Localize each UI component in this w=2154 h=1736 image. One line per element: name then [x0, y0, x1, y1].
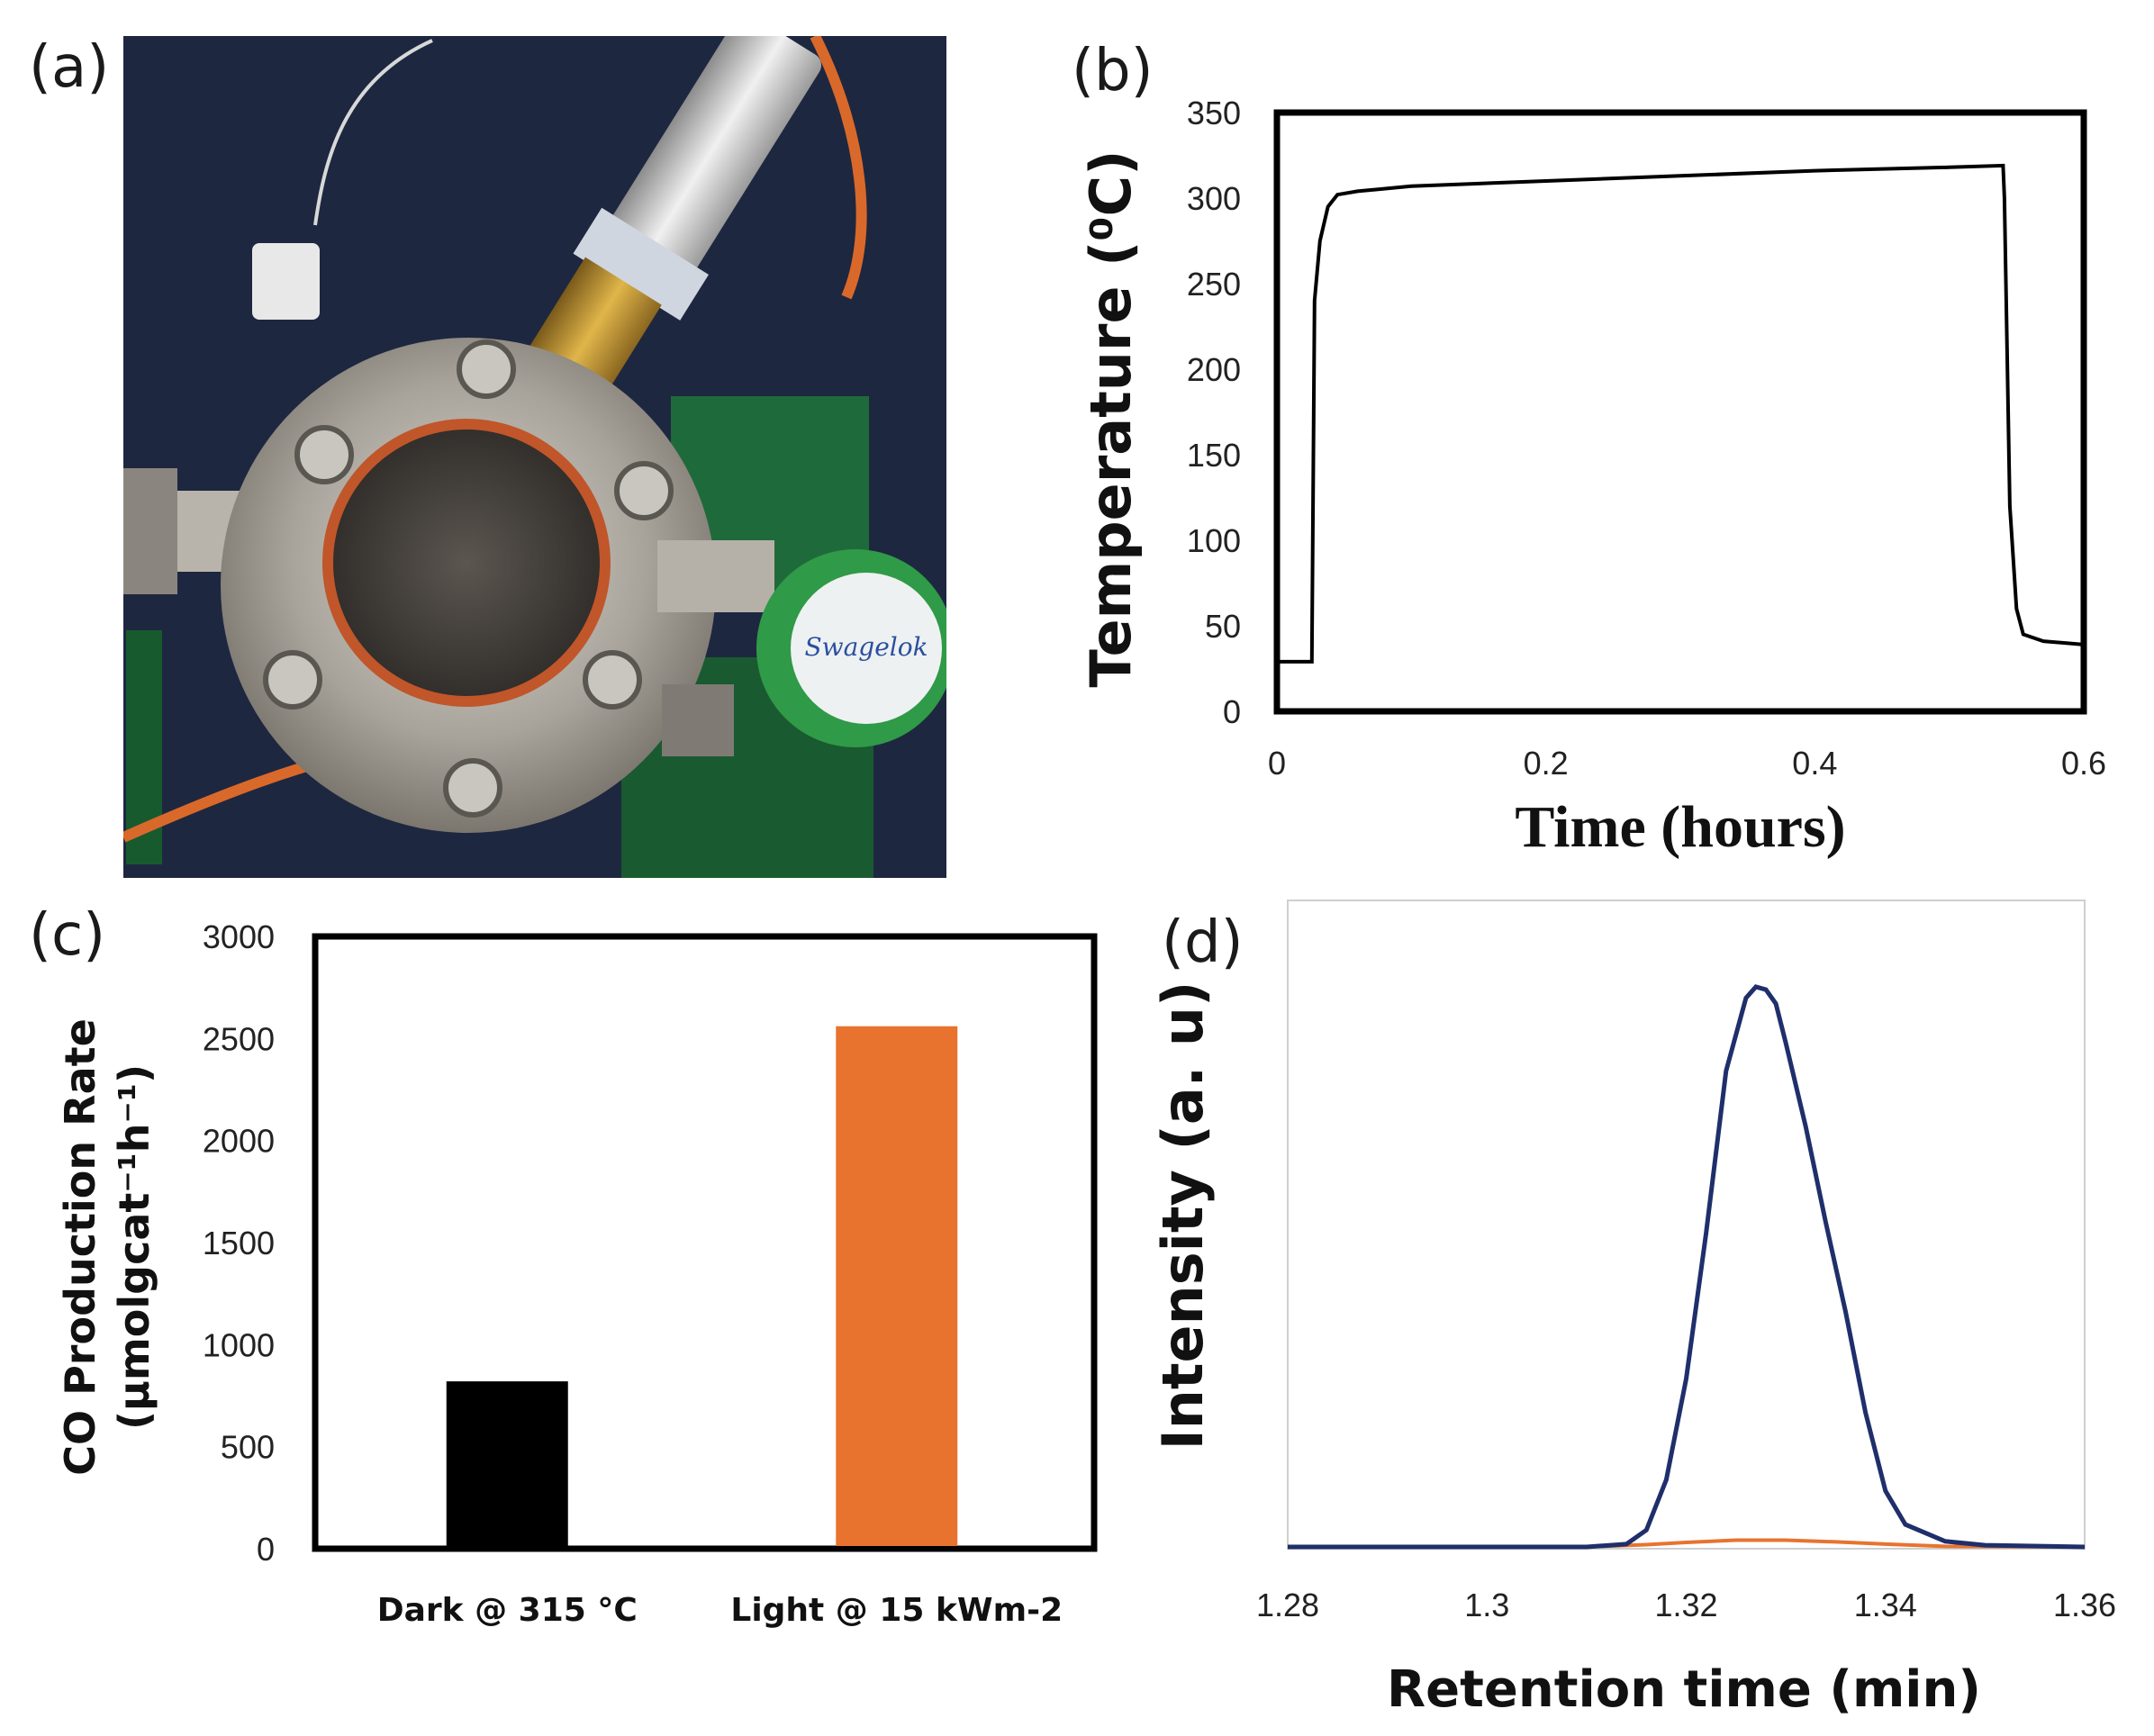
x-tick-label-b: 0.6	[2061, 745, 2106, 782]
panel-c-label: (c)	[29, 902, 105, 969]
flange-bolts	[263, 339, 674, 818]
y-tick-label-c: 3000	[203, 918, 275, 955]
y-tick-label-b: 50	[1205, 608, 1241, 645]
plot-area-c	[312, 933, 1098, 1552]
y-axis-label-d: Intensity (a. u)	[1150, 981, 1216, 1451]
pressure-transducer	[573, 36, 822, 321]
valve-brand: Swagelok	[804, 632, 928, 662]
y-axis-label-c-line2: (µmolgcat⁻¹h⁻¹)	[110, 1064, 158, 1430]
orange-cable-top	[810, 36, 867, 300]
x-tick-label-d: 1.34	[1854, 1587, 1917, 1623]
y-tick-label-b: 350	[1187, 95, 1241, 131]
panel-b: (b) 0 50 100 150 200 250 300 350 0 0.2 0.4 0.6 Tem…	[1072, 38, 2106, 860]
categories-c: Dark @ 315 °C Light @ 15 kWm-2	[377, 1592, 1063, 1629]
light-series-line	[1288, 984, 2086, 1550]
y-tick-label-c: 1000	[203, 1326, 275, 1363]
y-tick-label-b: 250	[1187, 266, 1241, 303]
panel-a-label: (a)	[29, 34, 109, 101]
bar-light	[836, 1026, 958, 1546]
bracket-bolt	[662, 684, 734, 756]
panel-d-label: (d)	[1162, 909, 1244, 976]
y-tick-label-b: 200	[1187, 351, 1241, 388]
y-tick-label-c: 500	[221, 1429, 275, 1466]
x-ticks-b: 0 0.2 0.4 0.6	[1268, 745, 2106, 782]
right-fitting	[657, 540, 774, 612]
x-tick-label-d: 1.3	[1464, 1587, 1509, 1623]
panel-a: (a)	[29, 34, 946, 878]
reactor-photo: Swagelok	[123, 36, 946, 878]
panel-c: (c) 0 500 1000 1500 2000 2500 3000 Dark @ 315 …	[29, 902, 1098, 1629]
white-fitting	[252, 243, 320, 320]
panel-d: (d) 1.28 1.3 1.32 1.34 1.36 Intensity (a. u)…	[1150, 900, 2116, 1719]
category-label: Light @ 15 kWm-2	[730, 1592, 1063, 1629]
y-tick-label-b: 0	[1223, 693, 1241, 730]
y-tick-label-b: 100	[1187, 522, 1241, 559]
x-tick-label-d: 1.28	[1256, 1587, 1319, 1623]
x-ticks-d: 1.28 1.3 1.32 1.34 1.36	[1256, 1587, 2116, 1623]
bar-dark	[446, 1381, 568, 1546]
x-tick-label-b: 0	[1268, 745, 1286, 782]
x-axis-label-d: Retention time (min)	[1387, 1660, 1981, 1719]
panel-b-label: (b)	[1072, 38, 1154, 104]
y-tick-label-b: 150	[1187, 437, 1241, 474]
temperature-series-line	[1277, 163, 2085, 664]
y-ticks-b: 0 50 100 150 200 250 300 350	[1187, 95, 1241, 730]
y-ticks-c: 0 500 1000 1500 2000 2500 3000	[203, 918, 275, 1568]
plot-area-b	[1273, 109, 2087, 715]
y-tick-label-c: 2000	[203, 1123, 275, 1160]
x-tick-label-b: 0.2	[1524, 745, 1569, 782]
bars-c	[446, 1026, 958, 1546]
thin-wire	[313, 39, 433, 226]
x-tick-label-d: 1.36	[2053, 1587, 2116, 1623]
y-axis-label-c-line1: CO Production Rate	[56, 1018, 104, 1476]
window	[333, 429, 600, 696]
category-label: Dark @ 315 °C	[377, 1592, 638, 1629]
plot-area-d	[1287, 900, 2086, 1550]
valve-handle: Swagelok	[756, 549, 946, 747]
y-axis-label-b: Temperature (⁰C)	[1078, 150, 1144, 688]
x-axis-label-b: Time (hours)	[1515, 794, 1845, 860]
x-tick-label-b: 0.4	[1792, 745, 1837, 782]
y-tick-label-b: 300	[1187, 180, 1241, 217]
y-tick-label-c: 0	[257, 1531, 275, 1568]
y-tick-label-c: 2500	[203, 1020, 275, 1057]
left-nut	[123, 468, 177, 594]
y-tick-label-c: 1500	[203, 1225, 275, 1261]
x-tick-label-d: 1.32	[1654, 1587, 1717, 1623]
